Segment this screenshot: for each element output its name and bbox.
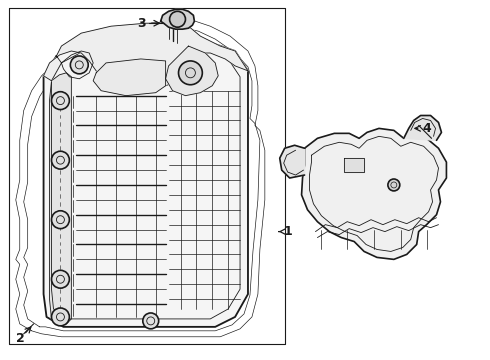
Polygon shape	[49, 73, 72, 324]
Circle shape	[51, 211, 70, 229]
Polygon shape	[166, 46, 218, 96]
Circle shape	[71, 56, 88, 74]
Polygon shape	[404, 116, 441, 140]
Circle shape	[51, 270, 70, 288]
Polygon shape	[344, 158, 364, 172]
Polygon shape	[44, 23, 248, 89]
Circle shape	[51, 308, 70, 326]
Text: 1: 1	[284, 225, 293, 238]
Polygon shape	[161, 9, 195, 29]
Circle shape	[143, 313, 159, 329]
Circle shape	[178, 61, 202, 85]
Circle shape	[388, 179, 400, 191]
Circle shape	[51, 151, 70, 169]
Text: 2: 2	[16, 332, 24, 345]
Circle shape	[51, 92, 70, 109]
Polygon shape	[280, 145, 305, 178]
Text: 4: 4	[422, 122, 431, 135]
Text: 3: 3	[137, 17, 146, 30]
Circle shape	[170, 11, 185, 27]
Polygon shape	[93, 59, 166, 96]
Polygon shape	[44, 39, 248, 327]
Polygon shape	[301, 129, 446, 260]
